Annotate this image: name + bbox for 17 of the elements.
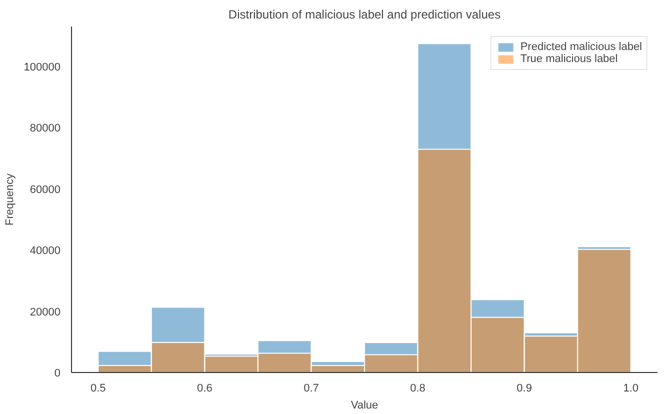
x-tick-label: 0.9 [516, 382, 532, 394]
legend-label: True malicious label [520, 53, 618, 65]
y-tick-label: 80000 [30, 122, 61, 135]
x-tick-label: 0.7 [304, 382, 319, 394]
y-tick-label: 100000 [24, 61, 61, 74]
y-tick-label: 20000 [30, 306, 61, 318]
y-tick-label: 0 [54, 368, 61, 380]
legend-label: Predicted malicious label [520, 41, 642, 53]
x-tick-label: 0.8 [410, 382, 426, 394]
x-tick-label: 0.6 [197, 382, 212, 394]
y-axis-title: Frequency [4, 173, 16, 226]
x-tick-label: 0.5 [90, 382, 106, 394]
chart-title: Distribution of malicious label and prediction values [228, 8, 501, 22]
x-tick-label: 1.0 [623, 382, 639, 394]
x-axis-title: Value [350, 400, 378, 412]
y-tick-label: 60000 [30, 184, 61, 196]
y-tick-label: 40000 [30, 245, 61, 258]
